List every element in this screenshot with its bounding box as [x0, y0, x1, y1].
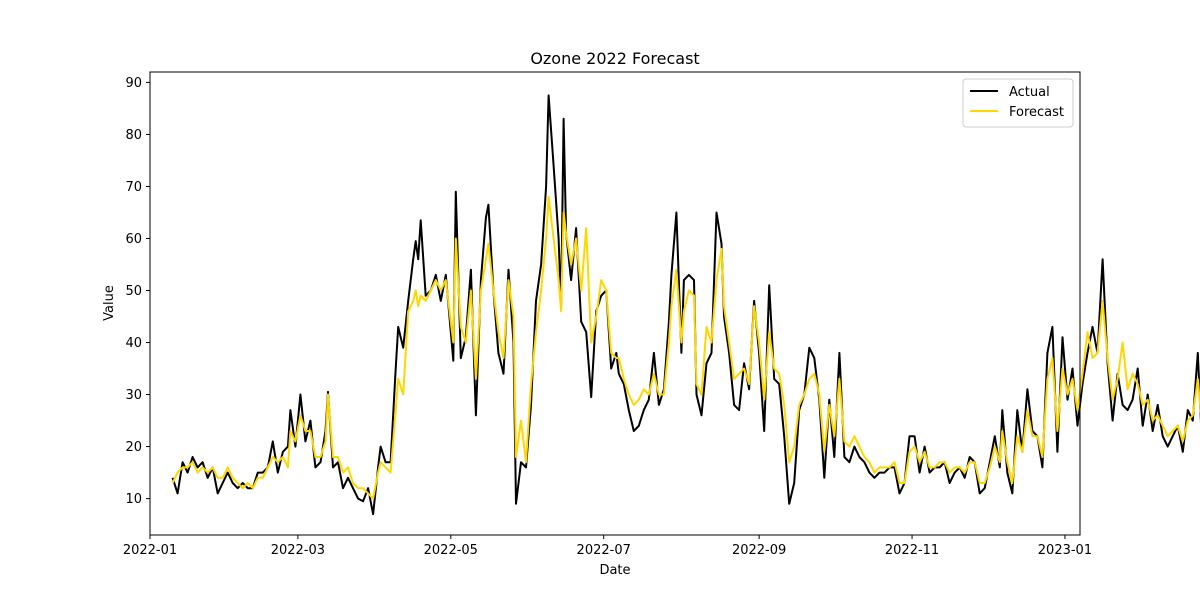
series-layer [171, 94, 1200, 516]
y-tick-label: 60 [125, 232, 142, 247]
y-axis: 10 20 30 40 50 60 70 80 90 [125, 76, 150, 507]
y-tick-label: 50 [125, 284, 142, 299]
x-tick-label: 2022-03 [271, 543, 325, 558]
y-tick-label: 10 [125, 492, 142, 507]
chart-title: Ozone 2022 Forecast [530, 49, 699, 68]
y-tick-label: 30 [125, 388, 142, 403]
legend: Actual Forecast [962, 78, 1074, 128]
plot-background [150, 72, 1080, 535]
plot-area [149, 71, 1200, 536]
x-axis-label: Date [599, 563, 630, 578]
x-tick-label: 2023-01 [1038, 543, 1092, 558]
y-tick-label: 70 [125, 180, 142, 195]
series-line-actual [171, 94, 1200, 516]
legend-label-forecast: Forecast [1009, 105, 1064, 120]
x-tick-label: 2022-11 [885, 543, 939, 558]
x-tick-label: 2022-01 [123, 543, 177, 558]
y-tick-label: 80 [125, 128, 142, 143]
axes-frame [149, 71, 1081, 536]
x-axis: 2022-01 2022-03 2022-05 2022-07 2022-09 2022-… [123, 535, 1092, 558]
y-tick-label: 90 [125, 76, 142, 91]
series-line-forecast [171, 195, 1200, 500]
y-tick-label: 20 [125, 440, 142, 455]
x-tick-label: 2022-09 [732, 543, 786, 558]
legend-label-actual: Actual [1009, 85, 1050, 100]
y-tick-label: 40 [125, 336, 142, 351]
x-tick-label: 2022-07 [577, 543, 631, 558]
y-axis-label: Value [102, 285, 117, 321]
x-tick-label: 2022-05 [424, 543, 478, 558]
